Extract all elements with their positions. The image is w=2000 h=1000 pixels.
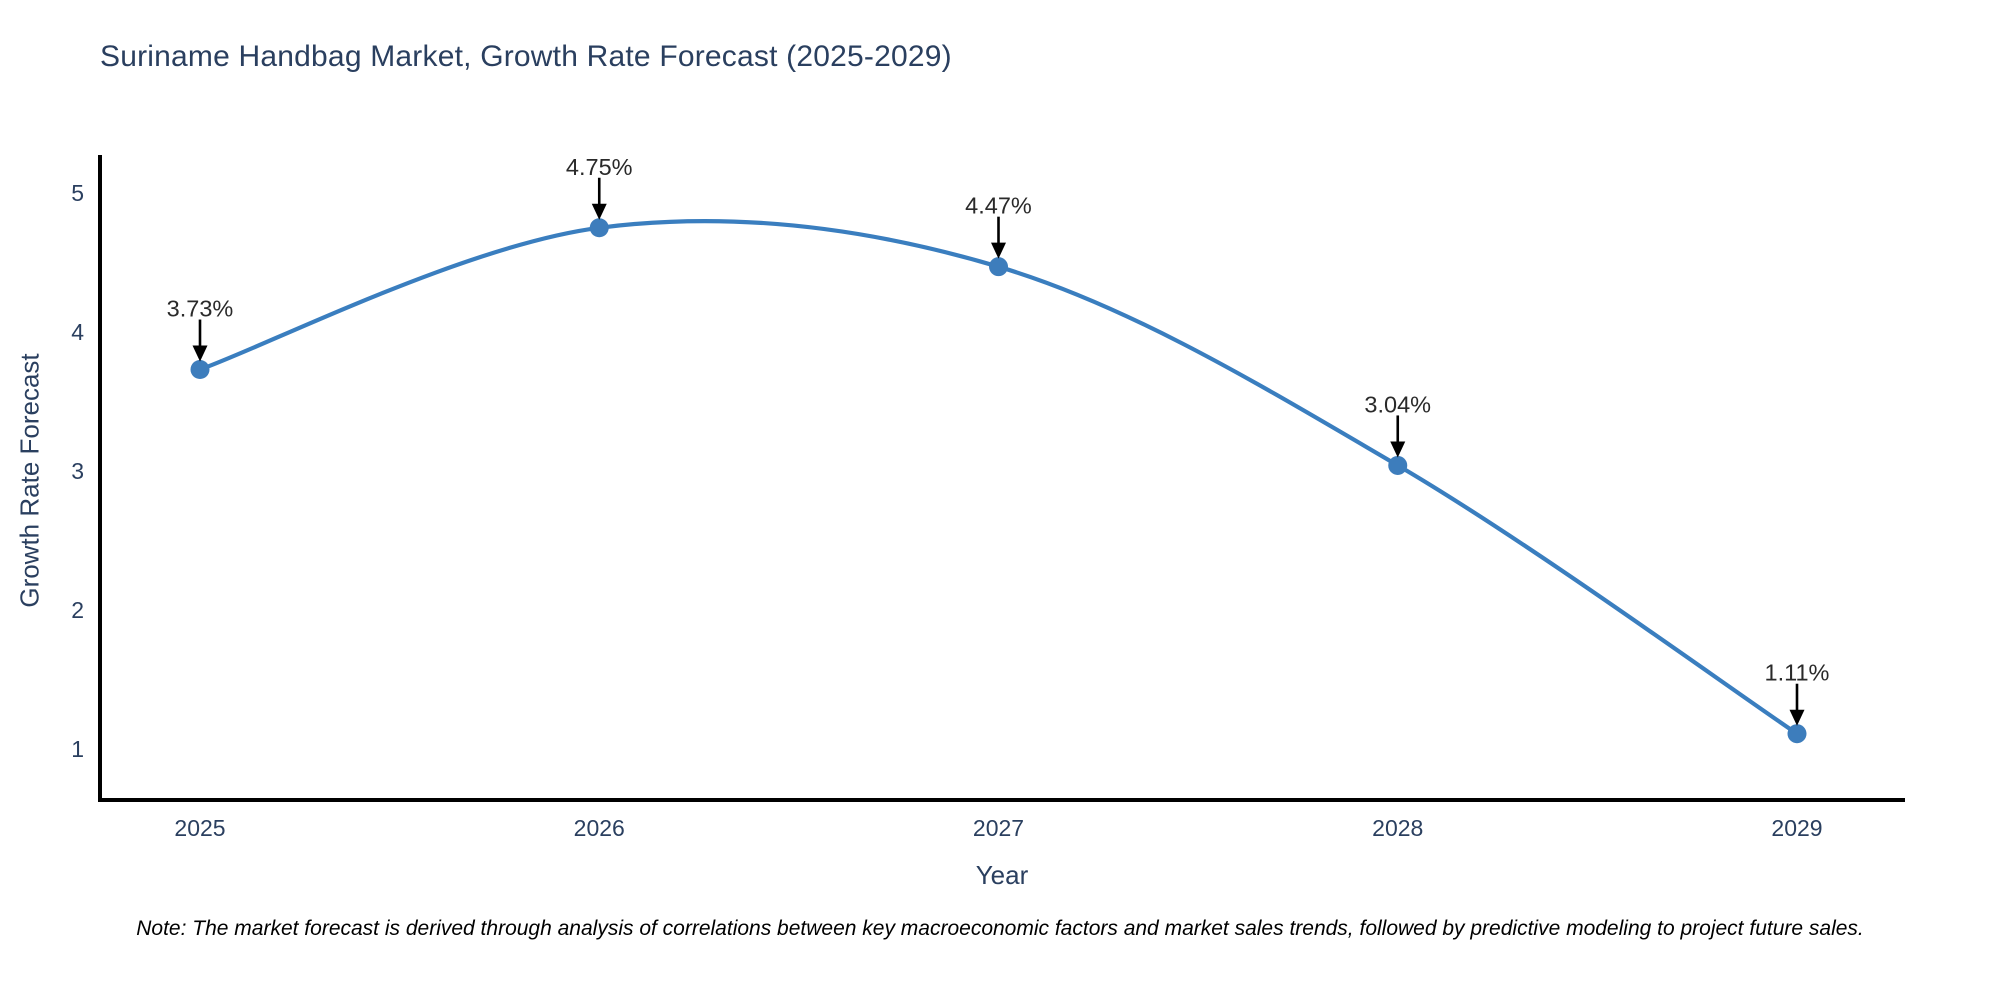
annotation-arrow-head <box>1789 709 1805 726</box>
annotation-label: 4.75% <box>566 154 633 180</box>
y-tick-label: 3 <box>71 458 84 484</box>
annotation-label: 3.04% <box>1364 391 1431 417</box>
data-point-marker <box>989 257 1008 277</box>
x-tick-label: 2029 <box>1771 815 1822 841</box>
y-tick-label: 1 <box>71 736 84 762</box>
annotation-arrow-head <box>192 345 208 362</box>
annotation-label: 4.47% <box>965 193 1032 219</box>
x-tick-label: 2027 <box>973 815 1024 841</box>
data-point-marker <box>1388 455 1408 475</box>
y-tick-label: 5 <box>71 180 84 206</box>
data-point-marker <box>1787 724 1807 744</box>
x-axis-title: Year <box>975 860 1029 890</box>
forecast-spline-line <box>197 218 1800 736</box>
annotation-label: 3.73% <box>167 296 234 322</box>
x-tick-label: 2025 <box>174 815 225 841</box>
chart-title: Suriname Handbag Market, Growth Rate For… <box>100 40 952 73</box>
annotation-arrow-head <box>1390 441 1406 458</box>
y-tick-label: 4 <box>71 319 84 345</box>
data-point-marker <box>190 360 210 380</box>
y-tick-label: 2 <box>71 597 84 623</box>
footnote-text: Note: The market forecast is derived thr… <box>136 917 1864 940</box>
annotation-arrow-head <box>991 242 1006 259</box>
x-tick-label: 2028 <box>1372 815 1423 841</box>
data-point-marker <box>589 218 609 238</box>
x-tick-label: 2026 <box>574 815 625 841</box>
annotation-label: 1.11% <box>1765 660 1830 686</box>
annotation-arrow-head <box>591 203 607 220</box>
